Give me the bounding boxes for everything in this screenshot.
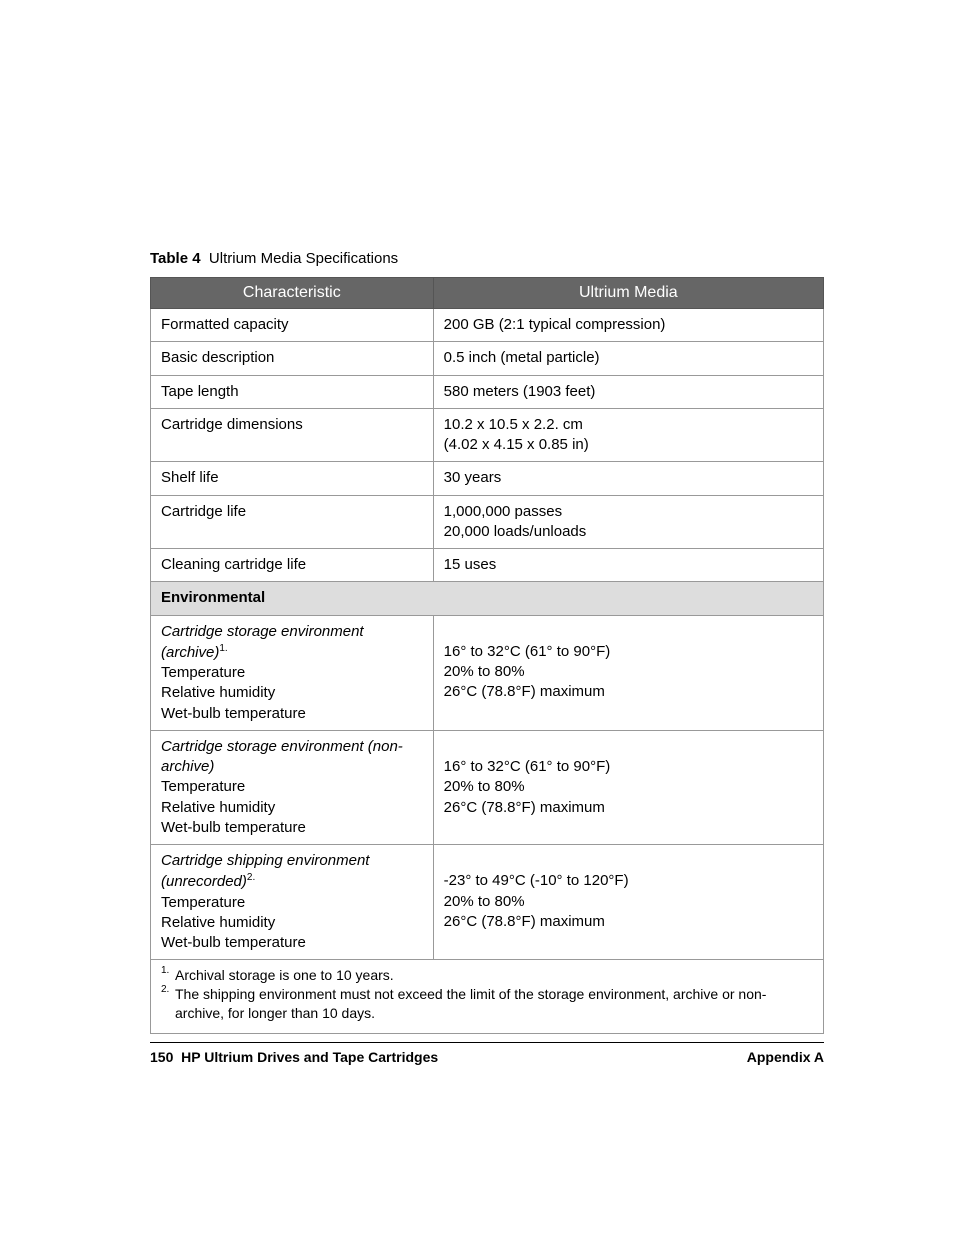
env-row: Cartridge shipping environment (unrecord…: [151, 845, 824, 960]
cell-characteristic: Cartridge dimensions: [151, 408, 434, 462]
cell-characteristic: Cartridge life: [151, 495, 434, 549]
footnote: 1. Archival storage is one to 10 years.: [161, 966, 813, 985]
footnote: 2. The shipping environment must not exc…: [161, 985, 813, 1023]
footer-right: Appendix A: [747, 1049, 824, 1065]
footer-left-text: HP Ultrium Drives and Tape Cartridges: [181, 1049, 438, 1065]
cell-value: 0.5 inch (metal particle): [433, 342, 823, 375]
spec-table: Characteristic Ultrium Media Formatted c…: [150, 277, 824, 960]
env-sub: Relative humidity: [161, 799, 275, 816]
env-characteristic: Cartridge storage environment (non-archi…: [151, 730, 434, 844]
env-sub: Wet-bulb temperature: [161, 819, 306, 836]
section-row-environmental: Environmental: [151, 582, 824, 615]
cell-characteristic: Formatted capacity: [151, 309, 434, 342]
env-row: Cartridge storage environment (non-archi…: [151, 730, 824, 844]
env-val: 16° to 32°C (61° to 90°F): [444, 643, 611, 660]
env-title: Cartridge storage environment (archive): [161, 623, 364, 661]
env-val: 16° to 32°C (61° to 90°F): [444, 758, 611, 775]
table-row: Cartridge life 1,000,000 passes20,000 lo…: [151, 495, 824, 549]
env-title: Cartridge shipping environment (unrecord…: [161, 852, 369, 890]
column-header-characteristic: Characteristic: [151, 278, 434, 309]
env-row: Cartridge storage environment (archive)1…: [151, 615, 824, 730]
env-value: 16° to 32°C (61° to 90°F) 20% to 80% 26°…: [433, 730, 823, 844]
table-row: Cleaning cartridge life 15 uses: [151, 549, 824, 582]
table-row: Shelf life 30 years: [151, 462, 824, 495]
env-val: -23° to 49°C (-10° to 120°F): [444, 872, 629, 889]
table-row: Basic description 0.5 inch (metal partic…: [151, 342, 824, 375]
env-sub: Wet-bulb temperature: [161, 705, 306, 722]
footnote-ref: 1.: [219, 643, 227, 654]
env-val: 20% to 80%: [444, 893, 525, 910]
cell-value: 580 meters (1903 feet): [433, 375, 823, 408]
page-number: 150: [150, 1049, 173, 1065]
cell-characteristic: Basic description: [151, 342, 434, 375]
page-footer: 150 HP Ultrium Drives and Tape Cartridge…: [150, 1042, 824, 1065]
cell-characteristic: Shelf life: [151, 462, 434, 495]
footer-rule: [150, 1042, 824, 1043]
table-row: Tape length 580 meters (1903 feet): [151, 375, 824, 408]
env-value: -23° to 49°C (-10° to 120°F) 20% to 80% …: [433, 845, 823, 960]
footnote-ref: 2.: [247, 872, 255, 883]
env-val: 26°C (78.8°F) maximum: [444, 913, 605, 930]
env-sub: Wet-bulb temperature: [161, 934, 306, 951]
column-header-value: Ultrium Media: [433, 278, 823, 309]
cell-value: 30 years: [433, 462, 823, 495]
env-sub: Temperature: [161, 894, 245, 911]
footnotes: 1. Archival storage is one to 10 years. …: [150, 960, 824, 1034]
cell-value: 15 uses: [433, 549, 823, 582]
env-characteristic: Cartridge storage environment (archive)1…: [151, 615, 434, 730]
section-label: Environmental: [151, 582, 824, 615]
table-row: Formatted capacity 200 GB (2:1 typical c…: [151, 309, 824, 342]
cell-characteristic: Cleaning cartridge life: [151, 549, 434, 582]
table-header-row: Characteristic Ultrium Media: [151, 278, 824, 309]
env-sub: Temperature: [161, 664, 245, 681]
footnote-text: Archival storage is one to 10 years.: [175, 966, 813, 985]
env-val: 26°C (78.8°F) maximum: [444, 799, 605, 816]
env-val: 26°C (78.8°F) maximum: [444, 683, 605, 700]
env-sub: Relative humidity: [161, 684, 275, 701]
env-val: 20% to 80%: [444, 663, 525, 680]
footer-line: 150 HP Ultrium Drives and Tape Cartridge…: [150, 1049, 824, 1065]
document-page: Table 4 Ultrium Media Specifications Cha…: [0, 0, 954, 1235]
env-title: Cartridge storage environment (non-archi…: [161, 738, 403, 775]
footer-left: 150 HP Ultrium Drives and Tape Cartridge…: [150, 1049, 438, 1065]
env-val: 20% to 80%: [444, 778, 525, 795]
env-value: 16° to 32°C (61° to 90°F) 20% to 80% 26°…: [433, 615, 823, 730]
cell-value: 10.2 x 10.5 x 2.2. cm(4.02 x 4.15 x 0.85…: [433, 408, 823, 462]
table-row: Cartridge dimensions 10.2 x 10.5 x 2.2. …: [151, 408, 824, 462]
env-sub: Relative humidity: [161, 914, 275, 931]
footnote-num: 1.: [161, 964, 175, 983]
table-caption: Table 4 Ultrium Media Specifications: [150, 250, 824, 267]
env-sub: Temperature: [161, 778, 245, 795]
cell-value: 200 GB (2:1 typical compression): [433, 309, 823, 342]
table-title: Ultrium Media Specifications: [209, 250, 398, 267]
footnote-text: The shipping environment must not exceed…: [175, 985, 813, 1023]
table-label: Table 4: [150, 250, 201, 267]
footnote-num: 2.: [161, 983, 175, 1021]
cell-value: 1,000,000 passes20,000 loads/unloads: [433, 495, 823, 549]
env-characteristic: Cartridge shipping environment (unrecord…: [151, 845, 434, 960]
cell-characteristic: Tape length: [151, 375, 434, 408]
